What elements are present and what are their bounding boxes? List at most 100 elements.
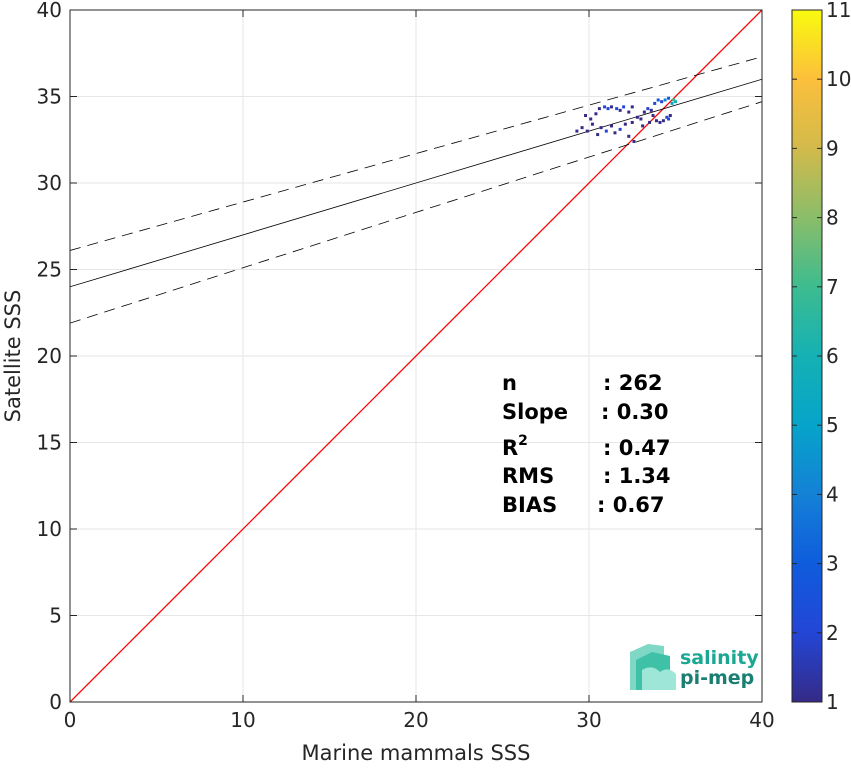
data-point xyxy=(603,105,607,109)
data-point xyxy=(575,129,579,133)
logo-layer-front xyxy=(642,667,676,690)
stat-slope-value: : 0.30 xyxy=(601,400,669,424)
data-point xyxy=(642,110,646,114)
stat-rms-value: : 1.34 xyxy=(603,464,671,488)
data-point xyxy=(604,129,608,133)
data-point xyxy=(649,108,653,112)
confidence-band-line xyxy=(70,56,762,251)
fit-lines xyxy=(70,10,762,702)
stat-rms-label: RMS xyxy=(502,464,554,488)
data-point xyxy=(672,98,676,102)
colorbar-tick-label: 5 xyxy=(826,413,839,437)
data-point xyxy=(589,117,593,121)
y-tick-label: 30 xyxy=(37,171,62,195)
data-point xyxy=(580,126,584,130)
data-point xyxy=(670,101,674,105)
regression-line xyxy=(70,78,762,288)
data-point xyxy=(597,107,601,111)
data-point xyxy=(663,98,667,102)
data-point xyxy=(658,120,662,124)
stat-bias-label: BIAS xyxy=(502,493,557,517)
data-point xyxy=(615,107,619,111)
x-axis-label: Marine mammals SSS xyxy=(302,741,531,764)
data-point xyxy=(653,101,657,105)
colorbar-tick-label: 9 xyxy=(826,136,839,160)
data-point xyxy=(630,105,634,109)
stats-box: n : 262 Slope : 0.30 R2 : 0.47 RMS : 1.3… xyxy=(502,371,671,517)
data-point xyxy=(585,129,589,133)
colorbar-tick-label: 10 xyxy=(826,67,851,91)
one-to-one-line xyxy=(70,10,762,702)
x-axis-ticks: 0 10 20 30 40 xyxy=(64,10,775,732)
data-point xyxy=(641,124,645,128)
x-tick-label: 10 xyxy=(230,708,255,732)
x-tick-label: 30 xyxy=(576,708,601,732)
data-point xyxy=(668,114,672,118)
y-tick-label: 35 xyxy=(37,85,62,109)
x-tick-label: 40 xyxy=(749,708,774,732)
stat-r2-label: R2 xyxy=(502,433,528,460)
x-tick-label: 0 xyxy=(64,708,77,732)
colorbar-tick-label: 6 xyxy=(826,344,839,368)
stat-n-label: n xyxy=(502,371,517,395)
colorbar-tick-label: 7 xyxy=(826,275,839,299)
data-point xyxy=(618,127,622,131)
colorbar-tick-label: 8 xyxy=(826,206,839,230)
colorbar-tick-label: 2 xyxy=(826,621,839,645)
data-point xyxy=(613,131,617,135)
y-tick-label: 10 xyxy=(37,517,62,541)
data-point xyxy=(667,117,671,121)
logo-text-salinity: salinity xyxy=(680,647,759,669)
data-point xyxy=(656,98,660,102)
data-point xyxy=(635,115,639,119)
data-point xyxy=(622,105,626,109)
data-point xyxy=(630,120,634,124)
stat-r2-value: : 0.47 xyxy=(603,436,671,460)
y-tick-label: 25 xyxy=(37,258,62,282)
data-point xyxy=(594,112,598,116)
data-point xyxy=(660,100,664,104)
colorbar-tick-label: 11 xyxy=(826,0,851,22)
logo-text-pi-mep: pi-mep xyxy=(680,667,754,689)
data-point xyxy=(590,122,594,126)
y-tick-label: 15 xyxy=(37,431,62,455)
colorbar-tick-label: 3 xyxy=(826,552,839,576)
y-tick-label: 20 xyxy=(37,344,62,368)
data-point xyxy=(648,120,652,124)
colorbar-tick-label: 4 xyxy=(826,482,839,506)
data-point xyxy=(596,133,600,137)
data-point xyxy=(646,107,650,111)
data-point xyxy=(618,108,622,112)
data-point xyxy=(609,105,613,109)
y-tick-label: 5 xyxy=(49,604,62,628)
data-point xyxy=(599,126,603,130)
salinity-pi-mep-logo: salinity pi-mep xyxy=(630,644,759,690)
y-axis-label: Satellite SSS xyxy=(1,290,25,423)
data-points xyxy=(575,96,677,143)
stat-bias-value: : 0.67 xyxy=(597,493,665,517)
data-point xyxy=(665,115,669,119)
data-point xyxy=(627,134,631,138)
data-point xyxy=(654,119,658,123)
data-point xyxy=(609,124,613,128)
data-point xyxy=(674,100,677,104)
data-point xyxy=(632,139,636,143)
x-tick-label: 20 xyxy=(403,708,428,732)
data-point xyxy=(623,122,627,126)
data-point xyxy=(606,107,610,111)
colorbar-ticks: 1 2 3 4 5 6 7 8 9 10 11 xyxy=(792,0,851,714)
data-point xyxy=(584,114,588,118)
stat-r2-superscript: 2 xyxy=(518,433,528,449)
colorbar-tick-label: 1 xyxy=(826,690,839,714)
y-tick-label: 0 xyxy=(49,690,62,714)
data-point xyxy=(661,119,665,123)
data-point xyxy=(639,117,643,121)
data-point xyxy=(627,110,631,114)
stat-slope-label: Slope xyxy=(502,400,568,424)
stat-n-value: : 262 xyxy=(603,371,663,395)
y-tick-label: 40 xyxy=(37,0,62,22)
data-point xyxy=(667,96,671,100)
confidence-band-line xyxy=(70,101,762,324)
